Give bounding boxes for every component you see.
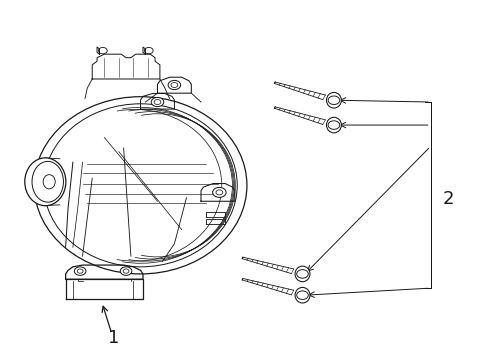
Text: 1: 1 — [108, 329, 120, 347]
Ellipse shape — [326, 117, 341, 133]
Circle shape — [327, 121, 339, 129]
Ellipse shape — [25, 158, 66, 206]
Circle shape — [296, 270, 308, 278]
Circle shape — [74, 267, 86, 275]
Ellipse shape — [43, 175, 55, 189]
Ellipse shape — [32, 161, 63, 202]
Ellipse shape — [294, 266, 309, 282]
Circle shape — [212, 188, 225, 197]
Ellipse shape — [294, 287, 309, 303]
Circle shape — [327, 96, 339, 104]
Circle shape — [151, 98, 163, 107]
Circle shape — [296, 291, 308, 300]
Circle shape — [168, 80, 180, 90]
Circle shape — [120, 267, 132, 275]
Text: 2: 2 — [442, 190, 453, 208]
Ellipse shape — [326, 93, 341, 108]
